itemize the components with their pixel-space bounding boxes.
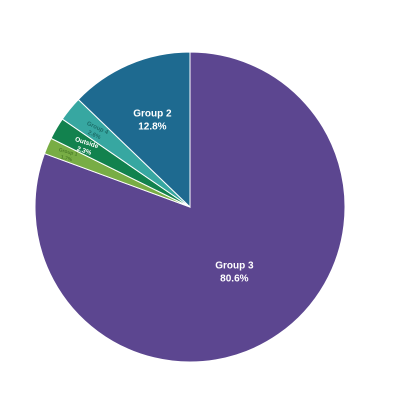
pie-label-value: 2.6% [87, 130, 103, 141]
pie-label-group-3: Group 3 80.6% [215, 261, 254, 285]
pie-label-value: 1.7% [60, 154, 73, 163]
pie-label-value: 12.8% [138, 122, 166, 133]
pie-label-name: Group 3 [215, 261, 254, 272]
pie-slice-group-2 [77, 51, 191, 209]
pie-label-value: 80.6% [220, 274, 248, 285]
pie-slices [34, 51, 346, 363]
pie-label-group-1: Group 11.7% [56, 147, 78, 164]
pie-label-group-2: Group 2 12.8% [133, 109, 172, 133]
pie-label-name: Group 1 [58, 147, 78, 158]
pie-label-value: 2.3% [76, 146, 92, 157]
pie-label-name: Group 2 [133, 109, 172, 120]
